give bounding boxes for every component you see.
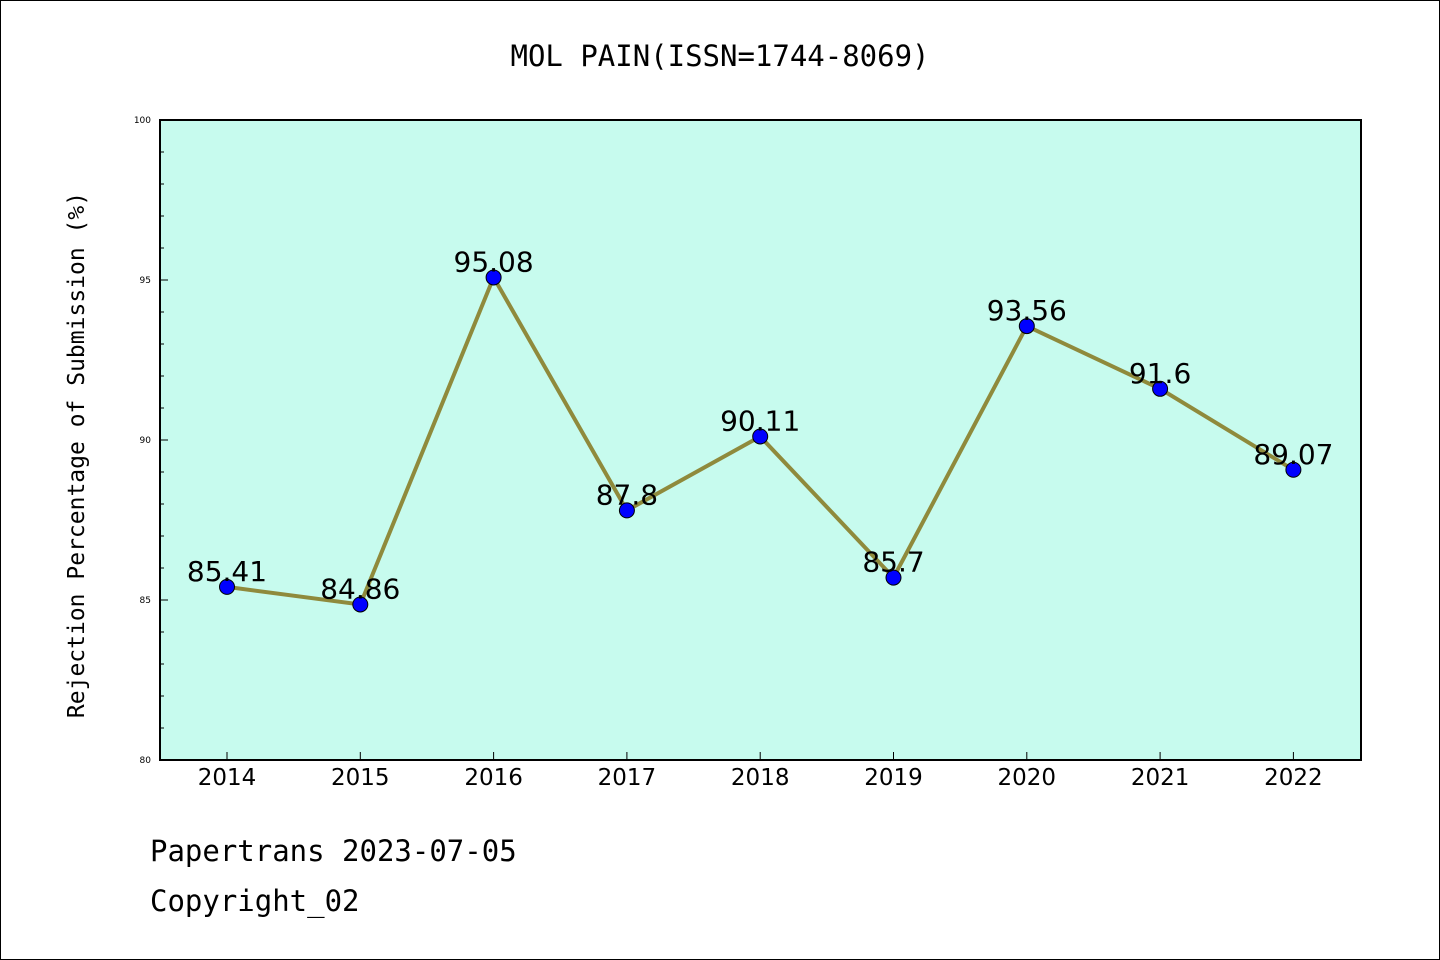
data-label: 93.56 (987, 294, 1067, 327)
data-label: 91.6 (1129, 357, 1191, 390)
data-labels: 85.41 84.86 95.08 87.8 90.11 85.7 93.56 91.6 89.… (187, 245, 1334, 605)
data-point (885, 569, 902, 586)
chart-title: MOL PAIN(ISSN=1744-8069) (510, 39, 929, 73)
footer-copyright: Copyright_02 (150, 884, 360, 918)
y-axis: 80 85 90 95 100 (134, 116, 168, 766)
x-tick-label: 2019 (864, 765, 923, 791)
data-point (352, 596, 369, 613)
data-point (618, 502, 635, 519)
x-axis: 2014 2015 2016 2017 2018 2019 2020 2021 2022 (198, 752, 1323, 791)
data-label: 85.41 (187, 555, 267, 588)
y-tick-label: 100 (134, 116, 151, 126)
x-tick-label: 2014 (198, 765, 257, 791)
x-tick-label: 2016 (464, 765, 523, 791)
data-label: 95.08 (454, 245, 534, 278)
data-label: 85.7 (862, 546, 924, 579)
data-point (1152, 380, 1169, 397)
y-tick-label: 80 (140, 756, 152, 766)
data-point (752, 428, 769, 445)
data-points (219, 269, 1302, 613)
y-tick-label: 85 (140, 596, 151, 606)
data-label: 89.07 (1253, 438, 1333, 471)
x-tick-label: 2018 (731, 765, 790, 791)
y-tick-label: 90 (140, 436, 152, 446)
y-tick-label: 95 (140, 276, 151, 286)
data-label: 87.8 (596, 478, 658, 511)
data-label: 84.86 (320, 572, 400, 605)
x-tick-label: 2021 (1131, 765, 1190, 791)
data-point (1018, 318, 1035, 335)
data-label: 90.11 (720, 404, 800, 437)
data-point (485, 269, 502, 286)
x-tick-label: 2015 (331, 765, 390, 791)
x-tick-label: 2020 (998, 765, 1057, 791)
y-axis-label: Rejection Percentage of Submission (%) (64, 192, 90, 718)
x-tick-label: 2022 (1264, 765, 1323, 791)
footer-date: Papertrans 2023-07-05 (150, 834, 517, 868)
data-point (219, 578, 235, 595)
x-tick-label: 2017 (598, 765, 657, 791)
data-point (1285, 461, 1302, 478)
